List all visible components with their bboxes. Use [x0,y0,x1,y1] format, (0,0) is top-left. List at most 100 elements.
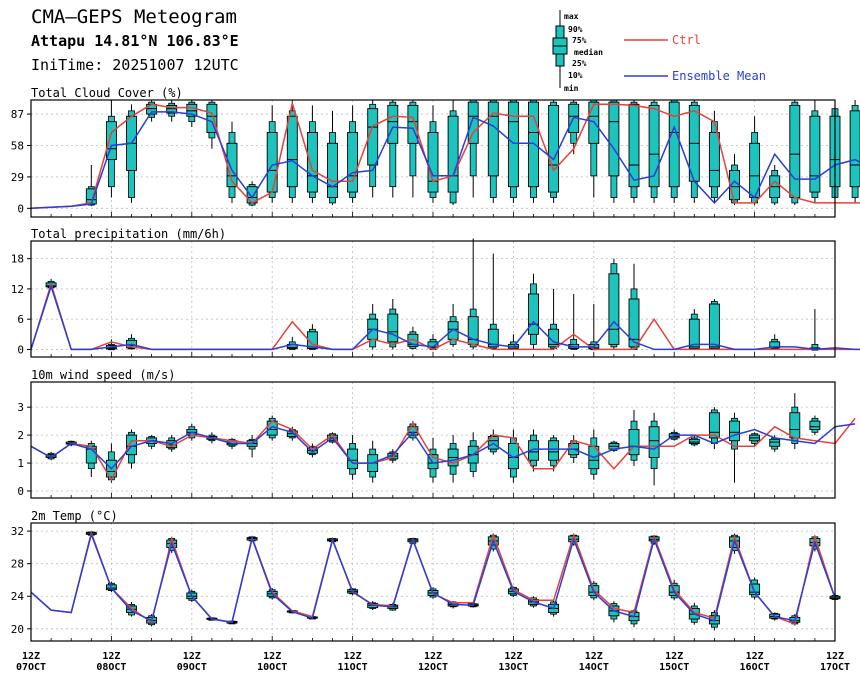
box-iqr [306,132,318,193]
x-tick-label-hour: 12Z [826,651,844,662]
legend-line-swatches [624,39,668,77]
box-lower-decile [329,197,336,204]
ensemble-mean-line [30,283,860,351]
box-upper-decile [108,451,115,461]
x-tick-label-date: 14OCT [579,662,609,673]
box-upper-decile [369,103,377,110]
box-upper-decile [329,132,336,144]
box-upper-decile [630,288,638,300]
mean-legend-label: Ensemble Mean [672,69,766,83]
box-iqr [427,132,439,193]
box-upper-decile [791,406,799,414]
box-upper-decile [389,308,397,315]
box-iqr [548,104,560,193]
box-lower-decile [469,462,477,472]
x-tick-label-hour: 12Z [344,651,362,662]
y-tick-label: 29 [11,171,24,184]
box-iqr [286,115,298,188]
box-iqr [628,298,640,348]
box-lower-decile [409,142,417,177]
box-lower-decile [389,142,397,188]
box-lower-decile [590,468,598,475]
y-tick-label: 0 [17,202,24,215]
box-iqr [648,426,660,458]
box-lower-decile [851,186,859,198]
box-iqr [608,101,620,177]
box-iqr [407,104,419,144]
box-upper-decile [731,164,738,171]
box-iqr [668,101,680,188]
ensemble-mean-line [30,423,856,470]
legend-p10-label: 10% [568,71,583,80]
box-iqr [789,412,801,439]
box-iqr [648,104,660,188]
box-upper-decile [369,448,377,456]
box-legend-glyph [552,10,568,88]
y-tick-label: 18 [11,253,24,266]
y-tick-label: 12 [11,283,24,296]
box-upper-decile [349,443,357,450]
box-upper-decile [449,110,457,117]
box-iqr [186,103,198,117]
x-tick-label-date: 07OCT [16,662,46,673]
y-tick-label: 24 [11,590,25,603]
box-iqr [789,104,801,198]
box-iqr [628,429,640,456]
box-upper-decile [369,313,377,320]
legend-p25-label: 25% [572,59,587,68]
x-tick-label-date: 12OCT [418,662,448,673]
box-upper-decile [811,110,819,117]
box-upper-decile [751,132,758,144]
box-upper-decile [771,170,779,177]
box-upper-decile [108,115,115,123]
box-iqr [528,101,539,188]
box-iqr [327,142,338,198]
box-upper-decile [409,101,417,106]
panel-frame [30,240,836,358]
box-iqr [548,440,560,461]
box-lower-decile [550,191,557,198]
box-iqr [306,331,318,349]
box-iqr [688,318,700,349]
y-tick-label: 2 [17,429,24,442]
x-tick-label-hour: 12Z [746,651,764,662]
box-upper-decile [308,121,316,133]
box-iqr [708,303,720,349]
box-lower-decile [349,191,357,198]
ctrl-line [30,417,856,482]
x-tick-label-date: 13OCT [498,662,528,673]
panel-frame [30,522,836,642]
box-iqr [427,341,439,349]
box-iqr [809,420,821,430]
x-tick-label-date: 17OCT [820,662,850,673]
box-lower-decile [650,186,658,198]
box-lower-decile [489,175,497,198]
box-upper-decile [650,420,658,428]
box-upper-decile [690,313,698,320]
legend-max-label: max [564,12,579,21]
box-lower-decile [509,186,517,198]
ensemble-mean-line [30,531,836,624]
box-iqr [487,328,499,348]
box-upper-decile [469,308,477,318]
box-lower-decile [469,142,477,177]
box-iqr [166,104,178,114]
box-lower-decile [509,468,517,478]
box-lower-decile [168,112,176,117]
x-tick-label-date: 10OCT [257,662,287,673]
box-lower-decile [630,186,638,198]
y-tick-label: 6 [17,313,24,326]
box-upper-decile [650,101,658,106]
box-lower-decile [711,623,718,628]
legend-min-label: min [564,84,579,93]
y-tick-label: 0 [17,343,24,356]
box-upper-decile [550,323,557,330]
box-lower-decile [128,170,135,198]
box-iqr [528,293,539,335]
box-lower-decile [208,132,216,139]
x-tick-label-hour: 12Z [504,651,522,662]
box-lower-decile [349,468,357,475]
box-lower-decile [369,164,377,188]
box-iqr [507,101,519,188]
